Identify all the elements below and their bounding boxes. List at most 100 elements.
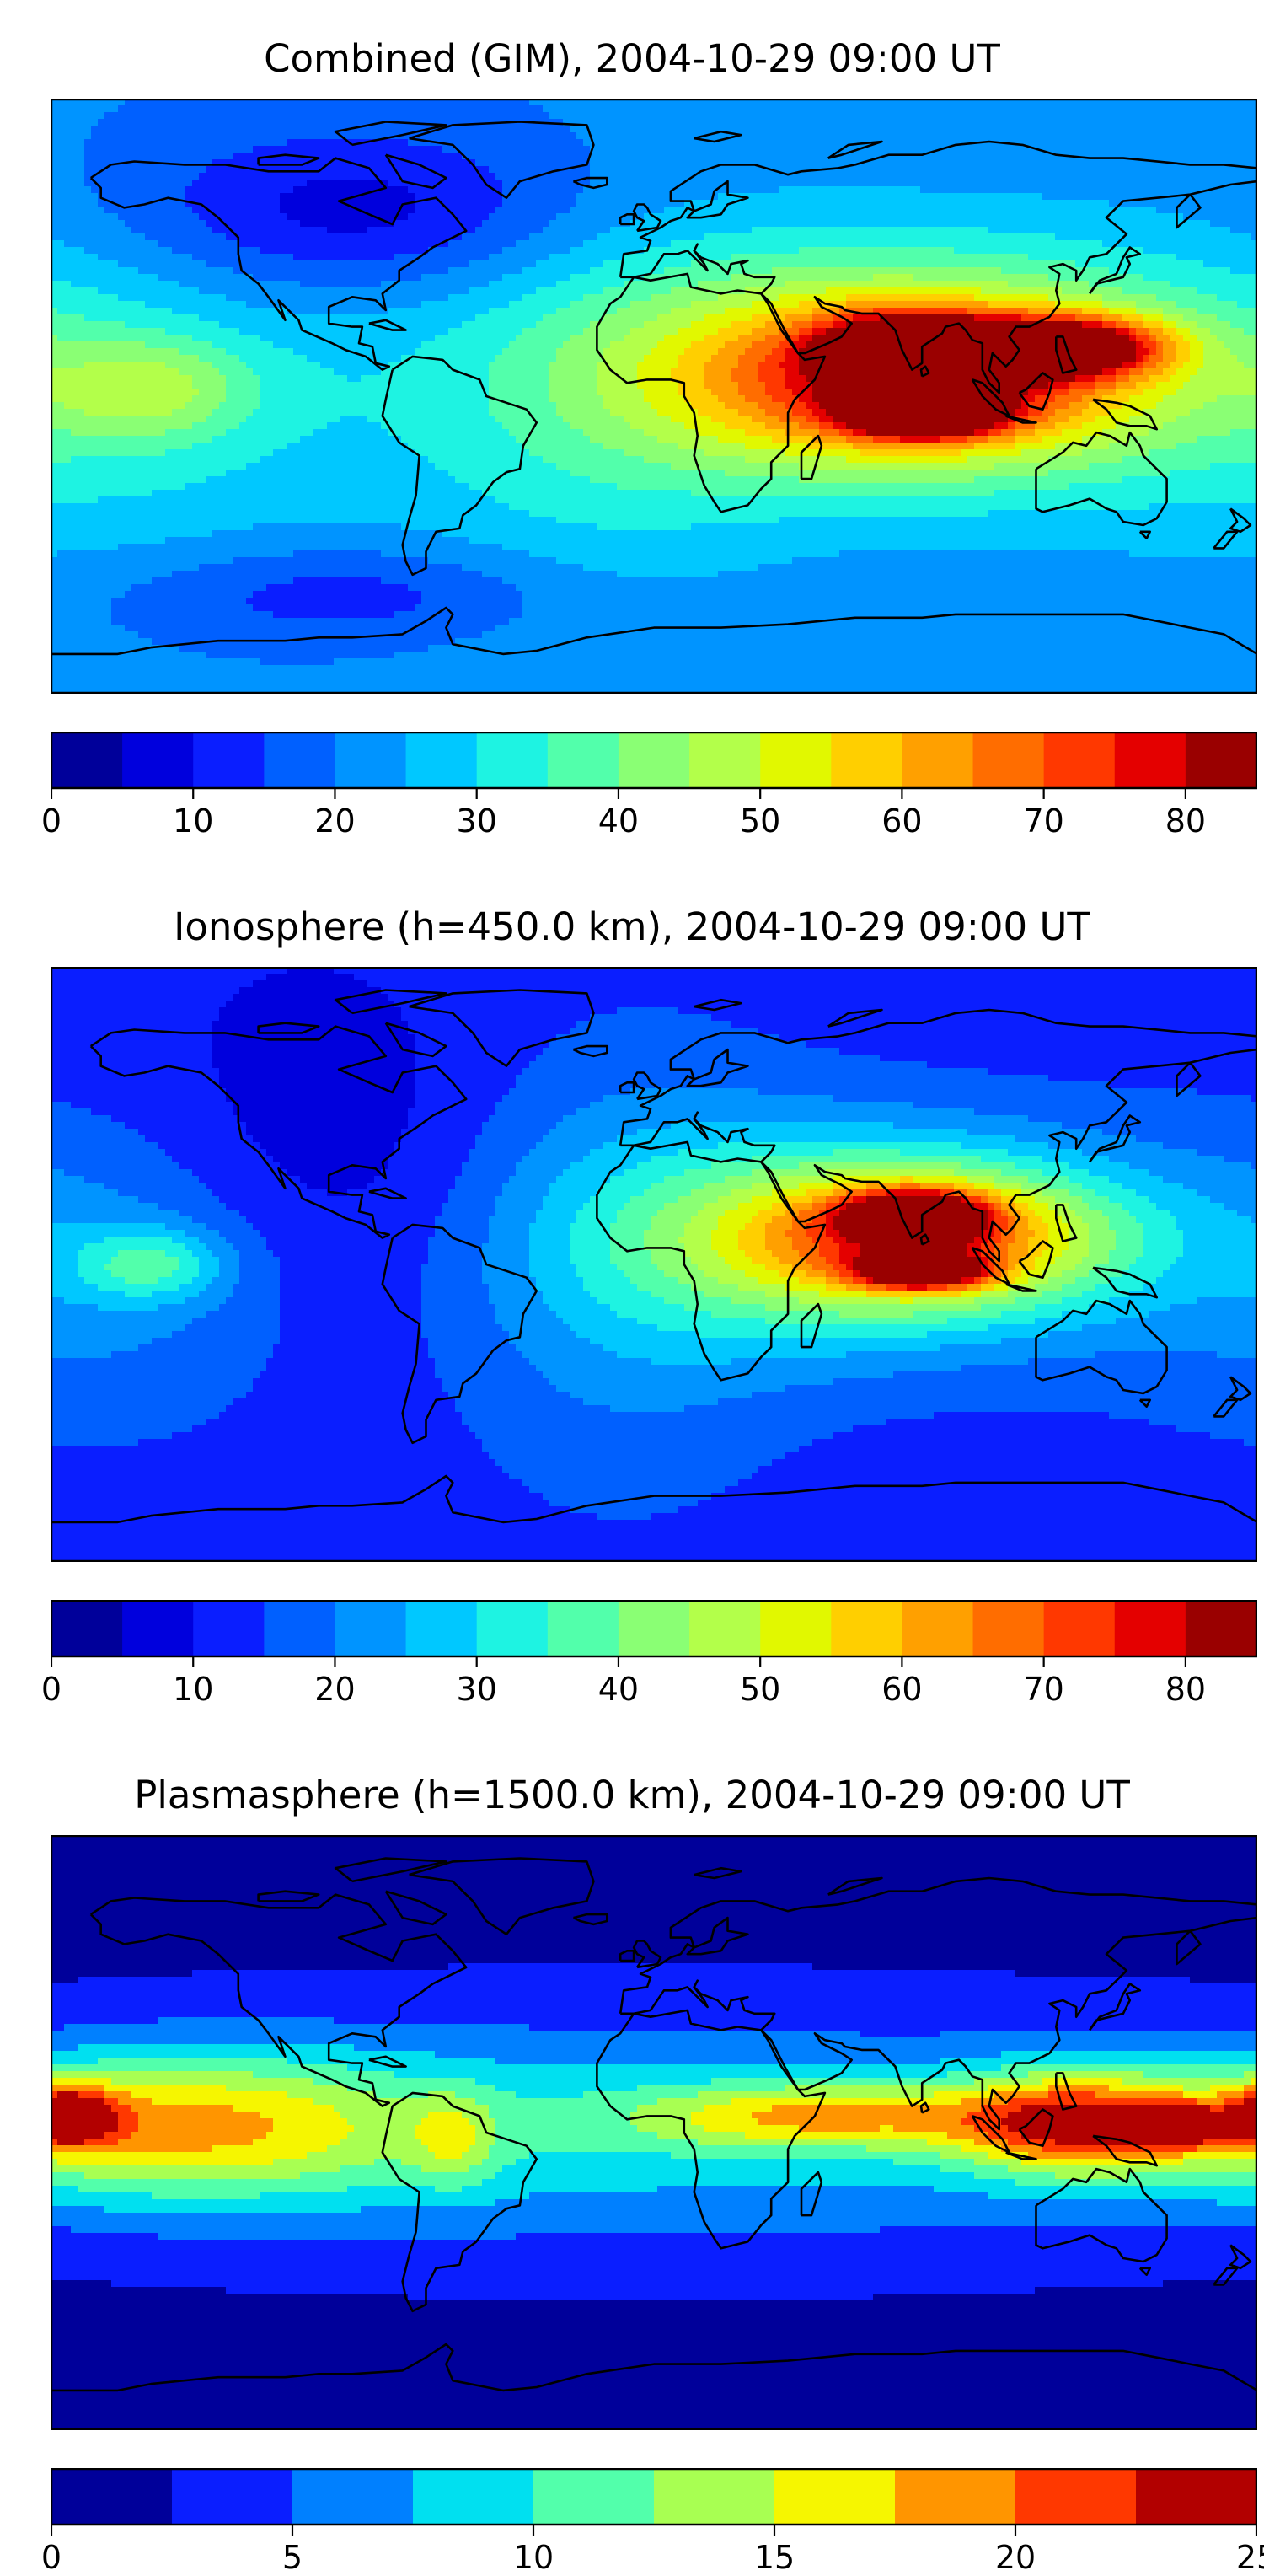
colorbar-swatch xyxy=(172,2469,293,2525)
colorbar-tick-label: 80 xyxy=(1165,802,1207,840)
colorbar-swatch xyxy=(405,1601,478,1656)
map-ionosphere xyxy=(51,967,1257,1562)
colorbar-swatch xyxy=(413,2469,534,2525)
colorbar-tick-label: 25 xyxy=(1235,2539,1264,2576)
coastline-madagascar xyxy=(800,1302,823,1349)
coastline-borneo xyxy=(1018,2108,1054,2148)
coastline-africa xyxy=(596,272,827,513)
colorbar-swatch xyxy=(774,2469,896,2525)
coastline-iceland xyxy=(572,176,608,190)
colorbar-canvas xyxy=(51,732,1257,799)
colorbar-swatch xyxy=(335,1601,407,1656)
colorbar-frame xyxy=(51,1600,1257,1658)
colorbar-swatch xyxy=(689,733,761,788)
coastline-great-britain xyxy=(632,1940,662,1969)
coastline-victoria-island xyxy=(257,1890,320,1902)
coastline-south-america xyxy=(381,1223,538,1445)
colorbar-swatch xyxy=(831,733,903,788)
contour-field xyxy=(51,1835,1257,2430)
map-canvas xyxy=(51,99,1257,694)
coastline-new-zealand-south xyxy=(1213,1398,1239,1418)
colorbar-tick-label: 60 xyxy=(881,802,923,840)
colorbar-swatch xyxy=(264,733,336,788)
coastline-antarctica xyxy=(51,1474,1257,1524)
colorbar-tick-label: 30 xyxy=(456,802,497,840)
coastline-victoria-island xyxy=(257,1022,320,1034)
colorbar-swatch xyxy=(547,733,619,788)
colorbar-tick-label: 40 xyxy=(597,802,640,840)
coastline-south-america xyxy=(381,355,538,577)
coastline-greenland xyxy=(409,1857,595,1935)
coastline-great-britain xyxy=(632,1071,662,1101)
coastline-cuba xyxy=(368,2055,407,2068)
map-frame xyxy=(51,967,1257,1562)
colorbar-tick-label: 0 xyxy=(40,1671,62,1708)
colorbar-canvas xyxy=(51,1600,1257,1667)
colorbar-swatch xyxy=(1114,1601,1186,1656)
coastline-new-guinea xyxy=(1092,1266,1158,1299)
coastline-ireland xyxy=(619,1950,635,1962)
colorbar-tick-label: 20 xyxy=(314,1671,356,1708)
coastline-eurasia xyxy=(619,1876,1257,2131)
colorbar-swatch xyxy=(1043,733,1116,788)
coastline-africa xyxy=(596,2009,827,2250)
colorbar-swatch xyxy=(51,733,123,788)
coastline-philippines xyxy=(1055,2072,1078,2111)
map-plasmasphere xyxy=(51,1835,1257,2430)
coastline-africa xyxy=(596,1140,827,1382)
colorbar-tick-label: 15 xyxy=(753,2539,795,2576)
colorbar-swatch xyxy=(533,2469,655,2525)
colorbar-tick-label: 70 xyxy=(1023,802,1064,840)
coastline-australia xyxy=(1035,1299,1168,1395)
colorbar-swatch xyxy=(122,733,194,788)
colorbar-swatch xyxy=(292,2469,414,2525)
coastline-sri-lanka xyxy=(919,365,930,378)
coastline-eurasia xyxy=(619,1008,1257,1263)
coastline-japan xyxy=(1089,246,1142,295)
coastline-greenland xyxy=(409,121,595,199)
colorbar-swatch xyxy=(264,1601,336,1656)
colorbar-swatch xyxy=(476,733,549,788)
coastline-japan xyxy=(1089,1983,1142,2031)
colorbar-swatch xyxy=(405,733,478,788)
colorbar-swatch xyxy=(1015,2469,1137,2525)
coastline-sri-lanka xyxy=(919,1233,930,1246)
colorbar-swatch xyxy=(902,1601,974,1656)
coastline-baffin xyxy=(384,1890,447,1926)
coastline-cuba xyxy=(368,1187,407,1199)
coastline-south-america xyxy=(381,2091,538,2313)
coastline-australia xyxy=(1035,2167,1168,2263)
coastline-new-zealand-south xyxy=(1213,530,1239,550)
coastlines xyxy=(51,121,1257,656)
map-combined xyxy=(51,99,1257,694)
colorbar-combined xyxy=(51,732,1257,799)
colorbar-swatch xyxy=(760,1601,832,1656)
coastline-antarctica xyxy=(51,606,1257,656)
coastline-madagascar xyxy=(800,434,823,480)
coastline-svalbard xyxy=(694,998,742,1012)
colorbar-swatch xyxy=(895,2469,1016,2525)
panel-title-ionosphere: Ionosphere (h=450.0 km), 2004-10-29 09:0… xyxy=(174,904,1090,949)
coastline-antarctica xyxy=(51,2343,1257,2392)
colorbar-tick-label: 80 xyxy=(1165,1671,1207,1708)
colorbar-tick-label: 70 xyxy=(1023,1671,1064,1708)
coastline-north-america xyxy=(89,157,468,371)
coastline-sulawesi-java xyxy=(1005,415,1037,424)
map-frame xyxy=(51,99,1257,694)
coastline-novaya-zemlya xyxy=(827,1876,883,1896)
colorbar-tick-label: 20 xyxy=(994,2539,1036,2576)
coastline-japan xyxy=(1089,1114,1142,1163)
colorbar-swatch xyxy=(193,1601,265,1656)
colorbar-ionosphere xyxy=(51,1600,1257,1667)
coastline-new-zealand-south xyxy=(1213,2267,1239,2286)
colorbar-swatch xyxy=(51,1601,123,1656)
coastline-ireland xyxy=(619,1081,635,1094)
coastline-novaya-zemlya xyxy=(827,1008,883,1028)
coastline-new-guinea xyxy=(1092,2134,1158,2167)
colorbar-swatch xyxy=(654,2469,775,2525)
coastline-great-britain xyxy=(632,203,662,233)
colorbar-swatch xyxy=(193,733,265,788)
coastline-sri-lanka xyxy=(919,2101,930,2114)
coastline-borneo xyxy=(1018,372,1054,411)
colorbar-tick-label: 5 xyxy=(281,2539,303,2576)
